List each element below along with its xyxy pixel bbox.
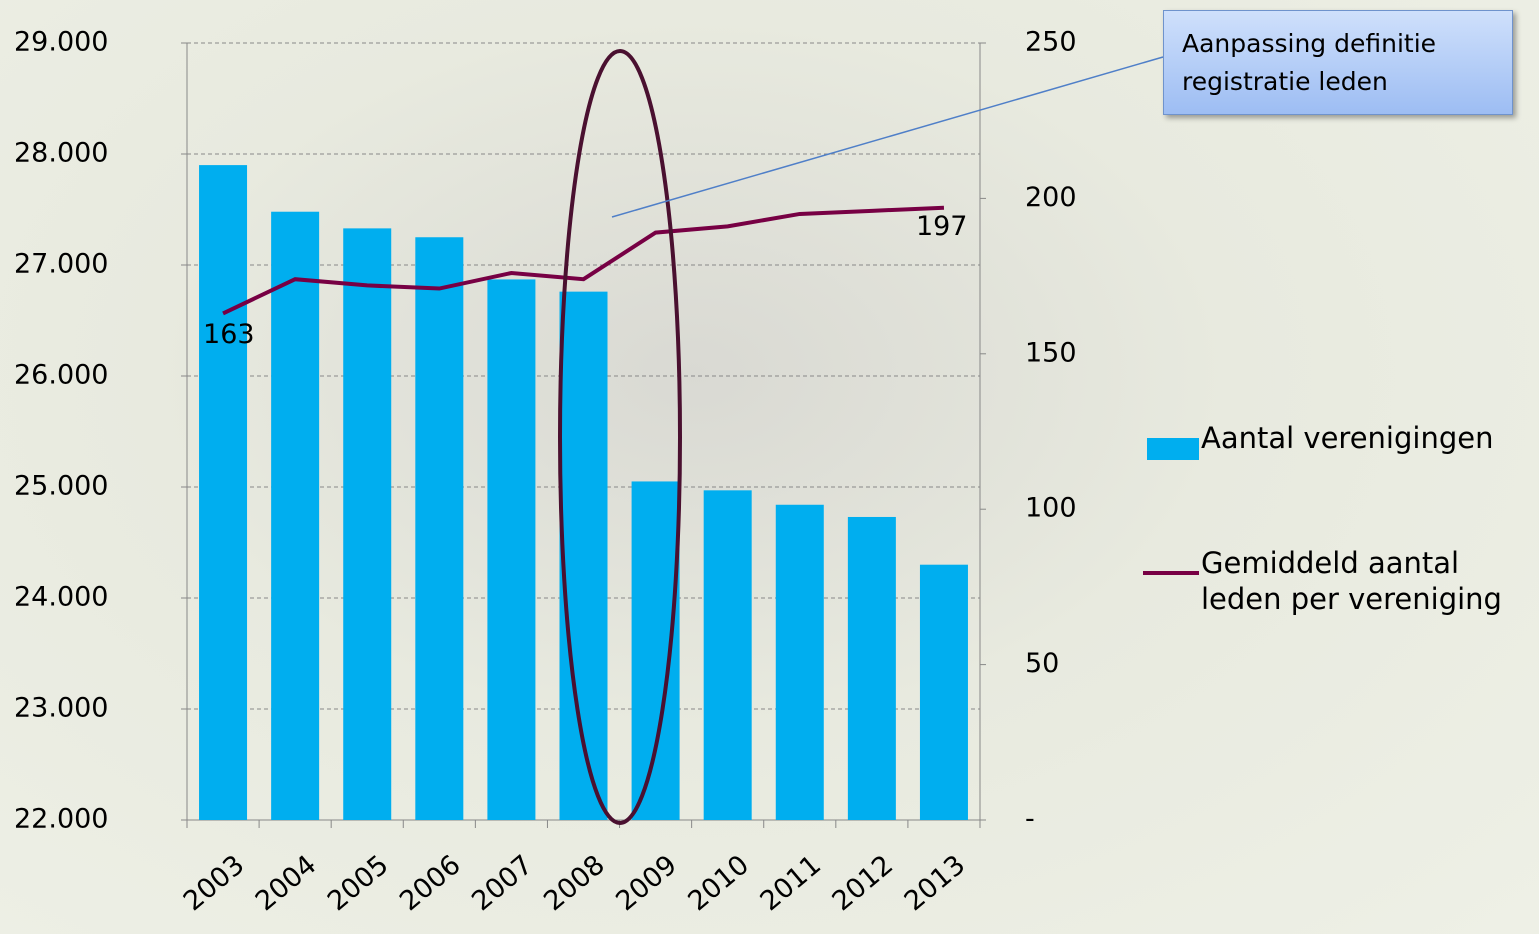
y2-tick-label: 100 — [1025, 493, 1077, 524]
bar — [271, 211, 320, 821]
y2-tick-label: 150 — [1025, 337, 1077, 368]
x-tick-label: 2005 — [322, 849, 395, 917]
highlight-ellipse — [558, 49, 682, 825]
x-tick-label: 2010 — [682, 849, 755, 917]
annotation: Aanpassing definitie registratie leden — [1163, 10, 1513, 115]
legend-label: Aantal verenigingen — [1201, 421, 1494, 455]
x-tick-label: 2007 — [466, 849, 539, 917]
x-tick-label: 2006 — [394, 849, 467, 917]
x-tick-label: 2012 — [827, 849, 900, 917]
x-tick-label: 2011 — [755, 849, 828, 917]
y2-tick-label: - — [1025, 804, 1035, 835]
legend-swatch — [1147, 438, 1199, 460]
bar — [847, 516, 896, 820]
y-tick-label: 25.000 — [14, 471, 108, 502]
bar — [199, 165, 248, 821]
data-label: 163 — [203, 319, 255, 350]
legend-label: Gemiddeld aantal leden per vereniging — [1201, 546, 1502, 616]
y-tick-label: 23.000 — [14, 693, 108, 724]
bar — [703, 490, 752, 820]
x-tick-label: 2008 — [538, 849, 611, 917]
y2-tick-label: 200 — [1025, 182, 1077, 213]
y-tick-label: 29.000 — [14, 27, 108, 58]
y-tick-label: 24.000 — [14, 582, 108, 613]
x-tick-label: 2013 — [899, 849, 972, 917]
y-tick-label: 22.000 — [14, 804, 108, 835]
line — [222, 205, 945, 316]
bar — [631, 481, 680, 820]
bar — [343, 228, 392, 820]
x-tick-label: 2004 — [250, 849, 323, 917]
bar — [415, 237, 464, 820]
x-tick-label: 2003 — [178, 849, 251, 917]
y-tick-label: 28.000 — [14, 138, 108, 169]
bar — [775, 504, 824, 820]
bar — [559, 291, 608, 820]
bar — [919, 564, 968, 820]
x-tick-label: 2009 — [610, 849, 683, 917]
y2-tick-label: 250 — [1025, 27, 1077, 58]
annotation-pointer — [611, 56, 1164, 218]
data-label: 197 — [916, 211, 968, 242]
y-tick-label: 26.000 — [14, 360, 108, 391]
bar — [487, 279, 536, 820]
y-tick-label: 27.000 — [14, 249, 108, 280]
y2-tick-label: 50 — [1025, 648, 1059, 679]
